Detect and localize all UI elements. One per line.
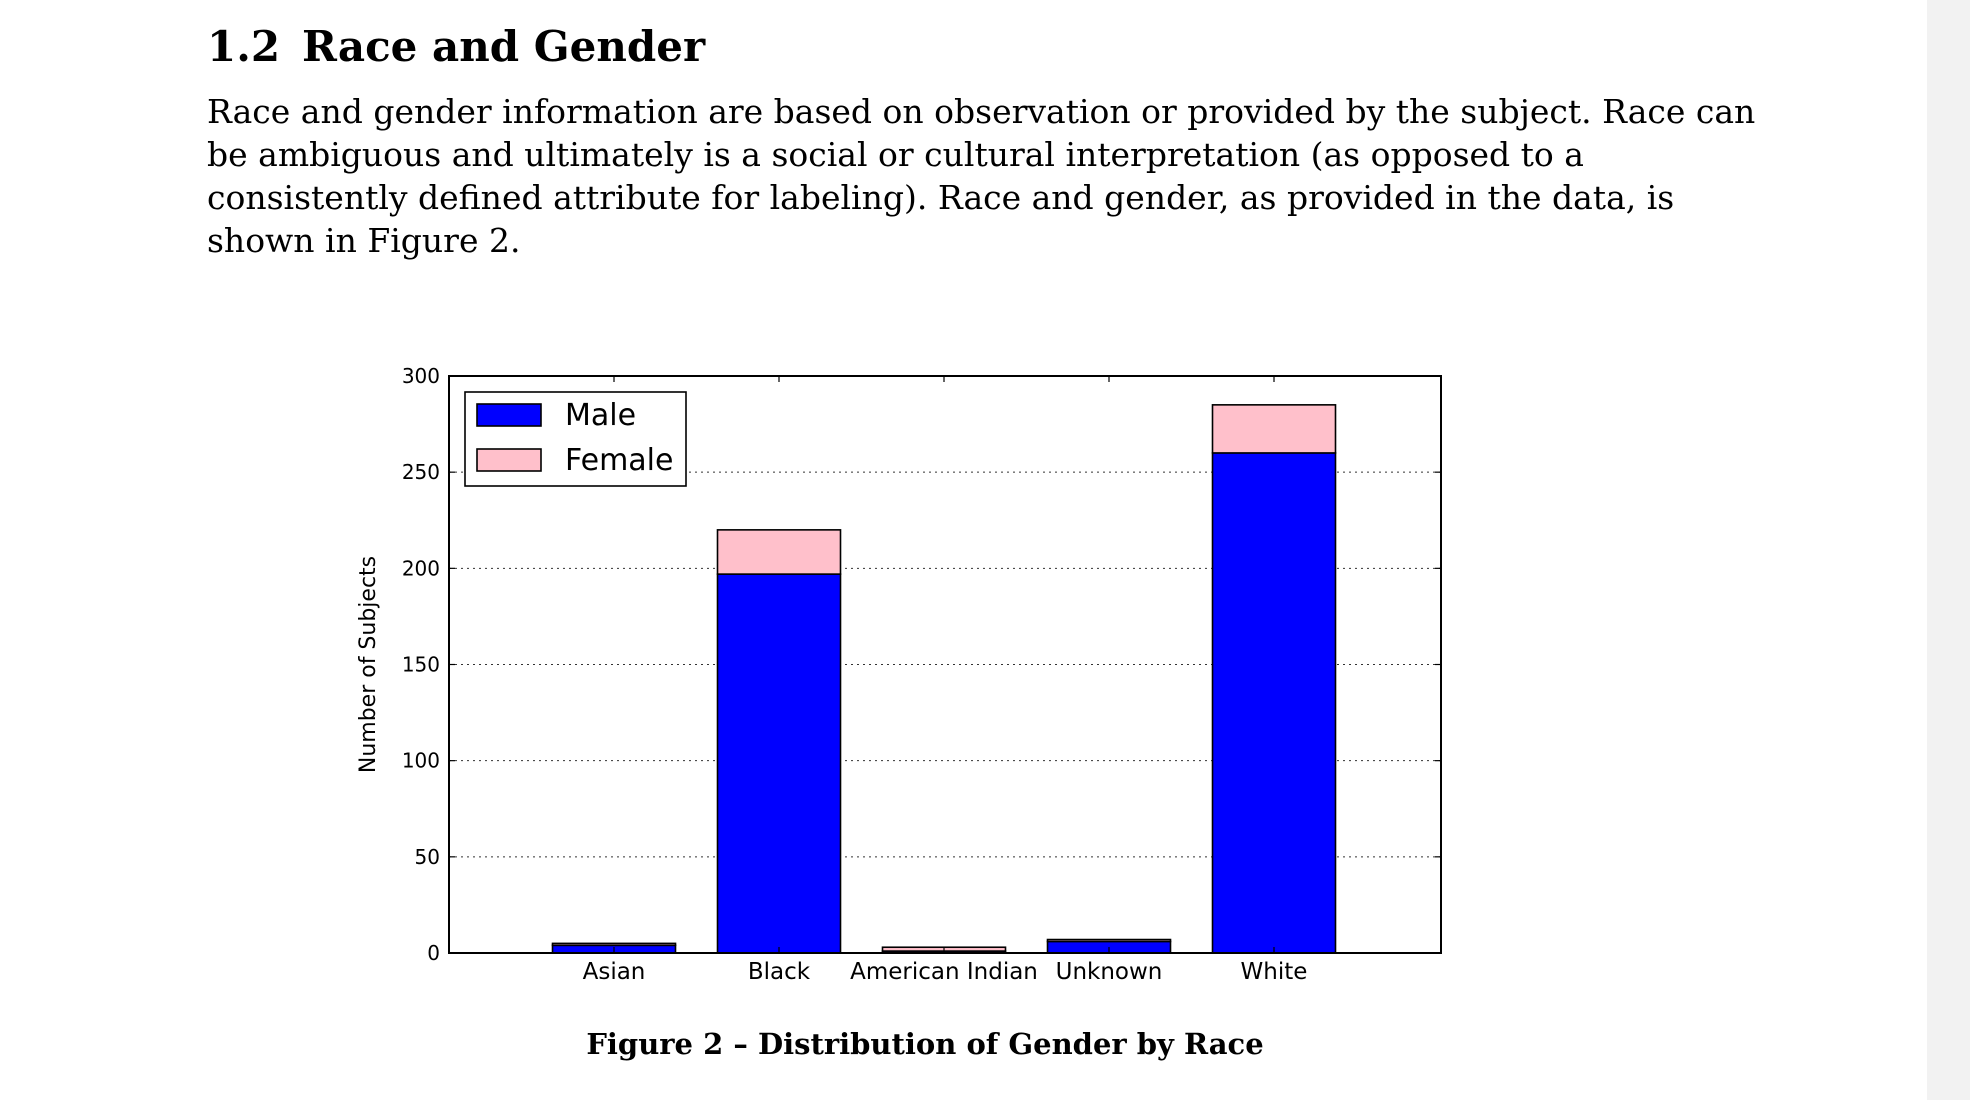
bar-male-white: [1211, 452, 1337, 954]
y-axis-label: Number of Subjects: [356, 556, 381, 773]
body-line: consistently defined attribute for label…: [207, 178, 1675, 217]
legend-label-male: Male: [565, 398, 636, 433]
x-tick-label: American Indian: [850, 959, 1038, 985]
plot-frame: [448, 375, 1442, 954]
x-tick-label: Black: [748, 959, 811, 985]
section-number: 1.2: [207, 22, 281, 71]
gender-by-race-chart: Asian Black American Indian Unknown White 0 50…: [356, 364, 1442, 985]
body-line: Race and gender information are based on…: [207, 92, 1756, 131]
x-tick-label: Unknown: [1056, 959, 1163, 985]
bar-female-unknown: [1046, 938, 1172, 943]
body-line: be ambiguous and ultimately is a social …: [207, 135, 1584, 174]
bar-female-black: [716, 529, 842, 575]
y-tick-label: 250: [402, 460, 440, 484]
bar-male-black: [716, 573, 842, 954]
section-title: Race and Gender: [302, 22, 706, 71]
y-tick-label: 0: [427, 941, 440, 965]
window-gutter: [1927, 0, 1970, 1100]
section-heading: 1.2 Race and Gender: [207, 22, 705, 71]
legend-swatch-male: [476, 403, 542, 427]
y-tick-label: 100: [402, 749, 440, 773]
bar-female-asian: [551, 942, 677, 947]
y-tick-label: 200: [402, 556, 440, 580]
bar-female-white: [1211, 404, 1337, 454]
figure-caption: Figure 2 – Distribution of Gender by Rac…: [586, 1027, 1264, 1061]
legend-label-female: Female: [565, 443, 673, 478]
y-tick-label: 50: [415, 845, 440, 869]
body-paragraph: Race and gender information are based on…: [207, 90, 1756, 262]
x-tick-label: White: [1241, 959, 1308, 985]
body-line: shown in Figure 2.: [207, 221, 521, 260]
y-tick-label: 300: [402, 364, 440, 388]
x-tick-label: Asian: [583, 959, 646, 985]
y-tick-label: 150: [402, 653, 440, 677]
legend-swatch-female: [476, 448, 542, 472]
